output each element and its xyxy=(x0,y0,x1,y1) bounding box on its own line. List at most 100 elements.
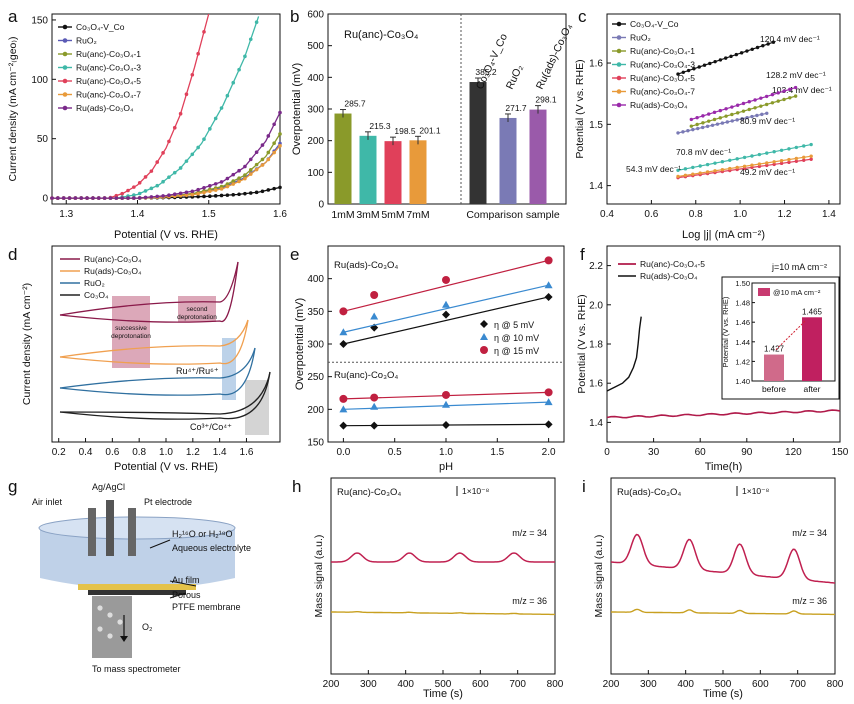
series-point xyxy=(266,188,271,192)
series-point xyxy=(787,157,791,162)
series-point xyxy=(779,148,784,152)
x-tick-label: 500 xyxy=(435,679,452,690)
series-point xyxy=(720,121,725,125)
series-point xyxy=(149,186,154,191)
series-point xyxy=(696,126,700,131)
panel-label-f: f xyxy=(580,245,585,264)
data-point xyxy=(442,275,450,284)
cv-anodic-0 xyxy=(59,261,239,316)
series-point xyxy=(132,193,136,197)
legend-marker xyxy=(616,21,622,27)
series-point xyxy=(745,49,749,53)
series-point xyxy=(67,196,72,200)
x-tick-label: 600 xyxy=(472,679,489,690)
y-tick-label: 1.6 xyxy=(589,379,603,390)
legend-label: Co₃O₄ xyxy=(84,290,109,300)
x-tick-label: 1.4 xyxy=(131,209,145,220)
series-point xyxy=(753,106,757,110)
series-point xyxy=(720,160,725,164)
plot-frame xyxy=(606,13,841,205)
group-label: Ru(anc)-Co₃O₄ xyxy=(334,370,398,381)
x-tick-label: 1.4 xyxy=(822,209,836,220)
series-point xyxy=(202,137,206,142)
electrode-agcl xyxy=(106,500,114,556)
series-point xyxy=(707,119,711,123)
series-point xyxy=(96,196,101,200)
series-point xyxy=(741,101,746,106)
series-point xyxy=(701,114,705,118)
condition-note: j=10 mA cm⁻² xyxy=(771,262,827,272)
legend-label: Ru(anc)-Co₃O₄-5 xyxy=(630,73,695,83)
series-point xyxy=(676,168,680,172)
series-point xyxy=(219,193,224,198)
x-category-label: Comparison sample xyxy=(466,209,560,221)
inset-y-tick-label: 1.44 xyxy=(735,338,750,347)
ptfe-membrane xyxy=(88,590,186,595)
shade-region xyxy=(178,296,216,322)
legend-marker xyxy=(616,89,622,94)
series-point xyxy=(770,92,775,97)
series-point xyxy=(708,61,712,66)
y-axis-title: Potential (V vs. RHE) xyxy=(576,294,588,393)
x-tick-label: 1.3 xyxy=(59,209,73,220)
series-point xyxy=(776,99,780,103)
tafel-slope-label: 54.3 mV dec⁻¹ xyxy=(626,164,681,174)
x-tick-label: 0.8 xyxy=(689,209,703,220)
x-tick-label: 1.5 xyxy=(490,447,504,458)
series-point xyxy=(724,107,728,111)
y-tick-label: 2.0 xyxy=(589,300,603,311)
x-tick-label: 800 xyxy=(547,679,564,690)
series-point xyxy=(686,129,690,133)
y-axis-title: Mass signal (a.u.) xyxy=(313,535,325,618)
group-label: Ru(ads)-Co₃O₄ xyxy=(334,260,398,271)
series-point xyxy=(730,119,734,123)
series-point xyxy=(692,67,696,71)
x-tick-label: 0.5 xyxy=(388,447,402,458)
mass-trace-36 xyxy=(611,608,835,616)
x-tick-label: 400 xyxy=(677,679,694,690)
legend-label: Ru(anc)-Co₃O₄-1 xyxy=(630,46,695,56)
data-point xyxy=(544,292,553,301)
series-point xyxy=(266,157,271,162)
series-point xyxy=(713,161,717,165)
series-point xyxy=(155,194,160,199)
x-axis-title: Time (s) xyxy=(423,688,463,700)
series-point xyxy=(728,166,732,171)
y-tick-label: 1.5 xyxy=(589,120,603,131)
y-tick-label: 250 xyxy=(307,372,324,383)
legend-marker xyxy=(62,78,68,84)
scale-bar-label: 1×10⁻⁸ xyxy=(742,486,770,496)
x-category-label: 3mM xyxy=(356,209,379,221)
series-line-0 xyxy=(606,409,841,419)
series-point xyxy=(202,194,206,199)
series-line-1 xyxy=(52,143,280,199)
x-tick-label: 60 xyxy=(695,447,707,458)
o2-bubble xyxy=(97,626,103,632)
series-point xyxy=(237,192,241,197)
x-axis-title: pH xyxy=(439,461,453,473)
y-tick-label: 200 xyxy=(307,136,324,147)
x-category-label: 5mM xyxy=(381,209,404,221)
y-tick-label: 100 xyxy=(307,168,324,179)
x-tick-label: 1.6 xyxy=(273,209,287,220)
x-tick-label: 150 xyxy=(832,447,849,458)
bar-value-label: 385.2 xyxy=(475,67,497,77)
x-tick-label: 700 xyxy=(789,679,806,690)
data-point xyxy=(339,421,348,430)
legend-label: Ru(ads)-Co₃O₄ xyxy=(640,271,698,281)
series-point xyxy=(196,145,200,150)
x-tick-label: 0 xyxy=(604,447,610,458)
series-point xyxy=(705,162,710,167)
inset-bar-value: 1.465 xyxy=(802,307,823,316)
shade-region xyxy=(112,296,150,368)
series-point xyxy=(219,180,224,184)
series-point xyxy=(184,193,189,197)
x-category-label: 7mM xyxy=(406,209,429,221)
o2-bubble xyxy=(107,633,113,639)
series-line-6 xyxy=(52,112,280,199)
legend-marker xyxy=(480,320,488,328)
series-point xyxy=(202,190,206,195)
y-tick-label: 1.6 xyxy=(589,59,603,70)
legend-label: Ru(anc)-Co₃O₄-3 xyxy=(76,63,141,73)
data-point xyxy=(370,291,379,299)
